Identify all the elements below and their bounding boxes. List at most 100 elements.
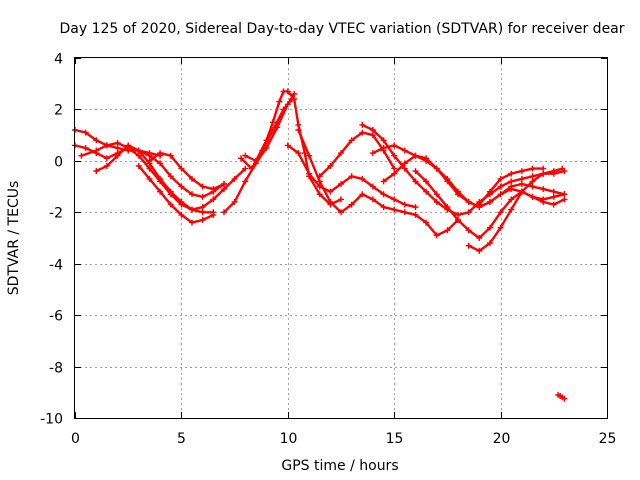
data-point	[284, 88, 291, 95]
data-point	[327, 163, 334, 169]
series-line	[361, 123, 566, 217]
series-arc-19	[555, 391, 568, 402]
data-point	[189, 191, 195, 198]
y-tick-labels: -10 -8 -6 -4 -2 0 2 4	[40, 52, 63, 428]
data-point	[540, 199, 547, 205]
data-point	[338, 209, 344, 216]
data-point	[465, 209, 472, 216]
data-point	[306, 152, 313, 159]
data-point	[348, 173, 355, 180]
data-point	[284, 142, 291, 149]
data-point	[178, 199, 185, 205]
data-point	[550, 193, 557, 200]
data-point	[433, 191, 440, 198]
y-tick-label: -2	[49, 206, 63, 222]
data-point	[559, 165, 566, 172]
data-point	[444, 178, 451, 185]
y-tick-label: 4	[54, 52, 63, 68]
data-point	[369, 150, 376, 157]
data-series	[72, 88, 568, 402]
data-point	[157, 160, 164, 167]
data-point	[561, 196, 568, 203]
data-point	[476, 247, 483, 254]
y-tick-label: -6	[49, 309, 63, 325]
series-line	[239, 97, 294, 170]
data-point	[103, 155, 110, 162]
data-point	[465, 227, 472, 234]
x-tick-label: 0	[71, 431, 80, 447]
x-tick-label: 25	[599, 431, 617, 447]
data-point	[295, 121, 302, 128]
data-point	[412, 152, 419, 159]
data-point	[221, 186, 227, 193]
data-point	[269, 127, 276, 133]
data-point	[93, 168, 100, 175]
data-point	[476, 235, 483, 241]
data-point	[242, 152, 249, 159]
series-line	[467, 167, 564, 253]
data-point	[199, 204, 206, 211]
x-tick-labels: 0 5 10 15 20 25	[71, 431, 616, 447]
data-point	[412, 168, 419, 175]
data-point	[391, 152, 398, 159]
plot-frame	[74, 57, 608, 419]
data-point	[433, 199, 440, 205]
data-point	[550, 188, 557, 195]
data-point	[380, 145, 387, 151]
data-point	[401, 209, 408, 216]
data-point	[369, 127, 376, 133]
data-point	[391, 206, 398, 213]
data-point	[508, 170, 515, 177]
data-point	[455, 191, 461, 198]
x-tick-label: 15	[386, 431, 404, 447]
data-point	[518, 175, 525, 182]
data-point	[93, 147, 100, 154]
y-tick-label: 2	[54, 103, 63, 119]
data-point	[189, 219, 195, 226]
data-point	[269, 119, 276, 126]
data-point	[540, 165, 547, 172]
data-point	[103, 163, 110, 169]
data-point	[242, 165, 249, 172]
data-point	[327, 188, 334, 195]
x-tick-label: 10	[280, 431, 298, 447]
data-point	[82, 145, 89, 151]
series-arc-6	[146, 150, 227, 193]
series-arc-13	[359, 121, 568, 218]
series-arc-18	[476, 165, 547, 208]
data-point	[178, 165, 185, 172]
data-point	[167, 201, 174, 208]
data-point	[380, 191, 387, 198]
data-point	[242, 178, 249, 185]
data-point	[423, 219, 430, 226]
data-point	[146, 157, 153, 164]
y-tick-label: 0	[54, 155, 63, 171]
x-axis-label: GPS time / hours	[281, 458, 398, 474]
data-point	[199, 209, 206, 216]
data-point	[359, 121, 366, 128]
data-point	[529, 178, 536, 185]
data-point	[146, 175, 153, 182]
series-line	[243, 90, 343, 206]
data-point	[189, 175, 195, 182]
data-point	[231, 199, 238, 205]
data-point	[114, 139, 121, 146]
series-line	[80, 141, 247, 211]
data-point	[550, 168, 557, 175]
data-point	[135, 147, 142, 154]
data-point	[380, 137, 387, 144]
x-tick-label: 20	[493, 431, 511, 447]
series-arc-12	[316, 129, 398, 180]
data-point	[291, 91, 298, 97]
data-point	[103, 142, 110, 149]
data-point	[465, 242, 472, 249]
data-point	[210, 211, 217, 218]
data-point	[518, 188, 525, 195]
data-point	[433, 165, 440, 172]
data-point	[433, 232, 440, 239]
data-point	[157, 150, 164, 157]
data-point	[455, 211, 461, 218]
data-point	[529, 165, 536, 172]
chart-title: Day 125 of 2020, Sidereal Day-to-day VTE…	[59, 21, 624, 37]
